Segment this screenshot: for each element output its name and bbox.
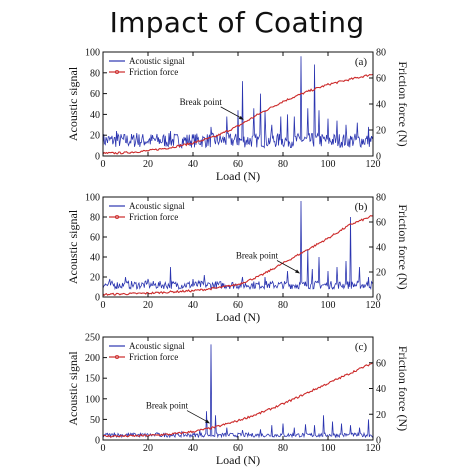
panel-2-x-tick-label-2: 40 <box>188 300 198 311</box>
panel-1-friction-force-line <box>102 73 374 155</box>
panel-3-y-right-tick-label-3: 60 <box>376 358 386 369</box>
panel-3-panel-label: (c) <box>355 341 368 353</box>
panel-2-x-tick-label-5: 100 <box>321 300 336 311</box>
panel-1-break-point-label: Break point <box>180 97 223 107</box>
panel-3-y-left-tick-label-2: 100 <box>85 394 100 405</box>
panel-1-y-right-axis-label: Friction force (N) <box>396 61 410 146</box>
panel-3-break-point-label: Break point <box>146 401 189 411</box>
panel-2-x-tick-label-6: 120 <box>366 300 381 311</box>
panel-3-x-axis-label: Load (N) <box>216 453 260 467</box>
panel-2-y-left-tick-label-3: 60 <box>90 233 100 244</box>
panel-2-break-point-label: Break point <box>236 251 279 261</box>
page-title: Impact of Coating <box>109 6 365 39</box>
panel-2-y-right-tick-label-3: 60 <box>376 218 386 229</box>
panel-1-x-tick-label-1: 20 <box>143 159 153 170</box>
panel-2-friction-force-line <box>102 214 374 297</box>
panel-2-y-left-tick-label-1: 20 <box>90 273 100 284</box>
panel-1-y-left-tick-label-3: 60 <box>90 89 100 100</box>
panel-3-x-tick-label-3: 60 <box>233 443 243 454</box>
panel-2-y-right-axis-label: Friction force (N) <box>396 204 410 289</box>
panel-2-x-tick-label-3: 60 <box>233 300 243 311</box>
panel-1-panel-label: (a) <box>355 56 368 68</box>
panel-3-legend-acoustic-label: Acoustic signal <box>129 341 185 351</box>
panel-3-x-tick-label-5: 100 <box>321 443 336 454</box>
panel-2-y-left-tick-label-4: 80 <box>90 213 100 224</box>
panel-1-y-left-tick-label-2: 40 <box>90 110 100 121</box>
panel-3-legend-friction-marker <box>115 354 120 359</box>
panel-1-y-left-tick-label-1: 20 <box>90 131 100 142</box>
panel-2-x-tick-label-0: 0 <box>101 300 106 311</box>
panel-3-break-point-arrowhead <box>205 419 210 424</box>
panel-1-x-tick-label-6: 120 <box>366 159 381 170</box>
panel-2-break-point-arrowhead <box>295 269 300 274</box>
panel-2-x-axis-label: Load (N) <box>216 310 260 324</box>
panel-2-acoustic-signal-line <box>102 200 374 291</box>
panel-3-x-tick-label-6: 120 <box>366 443 381 454</box>
panel-1-y-left-tick-label-5: 100 <box>85 48 100 59</box>
panel-3-legend-friction-label: Friction force <box>129 352 178 362</box>
panel-2-legend-acoustic-label: Acoustic signal <box>129 201 185 211</box>
panel-3-y-right-tick-label-0: 0 <box>376 436 381 447</box>
panel-2-x-tick-label-4: 80 <box>278 300 288 311</box>
panel-2-panel-label: (b) <box>355 201 368 213</box>
panel-1-y-right-tick-label-3: 60 <box>376 74 386 85</box>
panel-2-y-right-tick-label-0: 0 <box>376 293 381 304</box>
panel-3-y-left-tick-label-1: 50 <box>90 415 100 426</box>
panel-1-x-tick-label-0: 0 <box>101 159 106 170</box>
panel-3-y-left-axis-label: Acoustic signal <box>66 351 80 426</box>
panel-1-y-right-tick-label-0: 0 <box>376 152 381 163</box>
panel-3-y-left-tick-label-0: 0 <box>95 436 100 447</box>
panel-2-break-point-arrow <box>276 260 300 273</box>
panel-1-y-right-tick-label-4: 80 <box>376 48 386 59</box>
panel-1-legend-acoustic-label: Acoustic signal <box>129 56 185 66</box>
panel-1-legend-friction-label: Friction force <box>129 67 178 77</box>
panel-3-y-right-tick-label-1: 20 <box>376 410 386 421</box>
panel-3-y-right-tick-label-2: 40 <box>376 384 386 395</box>
panel-1-y-left-axis-label: Acoustic signal <box>66 66 80 141</box>
panel-3-y-left-tick-label-4: 200 <box>85 353 100 364</box>
panel-2-y-left-tick-label-0: 0 <box>95 293 100 304</box>
panel-2-legend-friction-marker <box>115 214 120 219</box>
panel-2-y-right-tick-label-2: 40 <box>376 243 386 254</box>
panel-1-x-tick-label-4: 80 <box>278 159 288 170</box>
panel-3-x-tick-label-2: 40 <box>188 443 198 454</box>
panel-1-x-tick-label-2: 40 <box>188 159 198 170</box>
panel-3-friction-force-line <box>103 362 374 438</box>
panel-1-x-tick-label-5: 100 <box>321 159 336 170</box>
panel-2-y-left-axis-label: Acoustic signal <box>66 209 80 284</box>
panel-2-legend-friction-label: Friction force <box>129 212 178 222</box>
panel-3-x-tick-label-0: 0 <box>101 443 106 454</box>
panel-2-y-right-tick-label-1: 20 <box>376 268 386 279</box>
panel-1-x-axis-label: Load (N) <box>216 169 260 183</box>
panel-3-y-left-tick-label-5: 250 <box>85 333 100 344</box>
panel-1-x-tick-label-3: 60 <box>233 159 243 170</box>
panel-2-y-left-tick-label-5: 100 <box>85 193 100 204</box>
panel-1-y-right-tick-label-2: 40 <box>376 100 386 111</box>
panel-3-x-tick-label-4: 80 <box>278 443 288 454</box>
panel-1-acoustic-signal-line <box>102 56 374 149</box>
panel-2-y-right-tick-label-4: 80 <box>376 193 386 204</box>
panel-3-y-right-axis-label: Friction force (N) <box>396 346 410 431</box>
panel-3-y-left-tick-label-3: 150 <box>85 374 100 385</box>
panel-1-break-point-arrow <box>220 106 243 120</box>
panel-3-break-point-arrow <box>186 410 210 423</box>
panel-1-legend-friction-marker <box>115 70 120 75</box>
panel-2-x-tick-label-1: 20 <box>143 300 153 311</box>
panel-1-break-point-arrowhead <box>238 115 244 120</box>
panel-3-x-tick-label-1: 20 <box>143 443 153 454</box>
panel-1-y-right-tick-label-1: 20 <box>376 126 386 137</box>
panel-1-y-left-tick-label-0: 0 <box>95 152 100 163</box>
panel-2-y-left-tick-label-2: 40 <box>90 253 100 264</box>
panel-1-y-left-tick-label-4: 80 <box>90 68 100 79</box>
